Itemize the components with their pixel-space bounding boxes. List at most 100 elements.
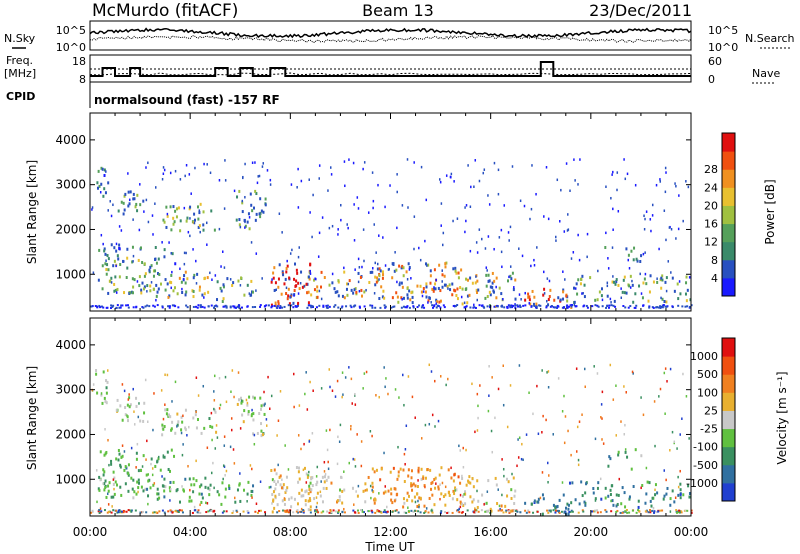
range-gate-cell	[127, 472, 130, 476]
range-gate-cell	[438, 178, 441, 181]
range-gate-cell	[656, 280, 659, 284]
range-gate-cell	[620, 502, 623, 506]
range-gate-cell	[513, 502, 516, 506]
range-gate-cell	[185, 219, 188, 223]
range-gate-cell	[248, 227, 251, 231]
range-gate-cell	[141, 281, 144, 285]
range-gate-cell	[420, 437, 423, 440]
range-gate-cell	[437, 419, 440, 423]
range-gate-cell	[564, 415, 567, 418]
range-gate-cell	[165, 205, 168, 209]
colorbar-tick-0-4: 20	[704, 199, 718, 212]
range-gate-cell	[518, 247, 520, 250]
noise-left-tick-top: 10^5	[56, 24, 86, 37]
range-gate-cell	[106, 380, 109, 384]
range-gate-cell	[640, 486, 642, 490]
range-gate-cell	[329, 428, 331, 432]
range-gate-cell	[119, 465, 122, 469]
date-title: 23/Dec/2011	[589, 1, 692, 20]
range-gate-cell	[401, 285, 404, 289]
range-gate-cell	[297, 167, 299, 171]
range-gate-cell	[164, 485, 167, 489]
range-gate-cell	[140, 511, 143, 514]
range-gate-cell	[456, 498, 459, 502]
range-gate-cell	[435, 482, 437, 485]
range-gate-cell	[104, 428, 106, 431]
range-gate-cell	[642, 281, 645, 285]
range-gate-cell	[127, 172, 129, 175]
range-gate-cell	[464, 502, 467, 506]
range-gate-cell	[100, 233, 103, 237]
range-gate-cell	[428, 296, 431, 300]
range-gate-cell	[511, 472, 513, 476]
range-gate-cell	[456, 297, 459, 301]
range-gate-cell	[397, 445, 399, 449]
range-gate-cell	[349, 304, 352, 307]
range-gate-cell	[401, 204, 404, 207]
range-gate-cell	[461, 302, 464, 306]
range-gate-cell	[514, 297, 517, 301]
range-gate-cell	[272, 276, 275, 280]
range-gate-cell	[661, 509, 664, 512]
range-gate-cell	[244, 195, 246, 199]
range-gate-cell	[320, 480, 322, 483]
range-gate-cell	[95, 372, 98, 376]
range-gate-cell	[114, 480, 117, 484]
range-gate-cell	[527, 509, 530, 512]
range-gate-cell	[154, 464, 157, 468]
range-gate-cell	[326, 448, 329, 452]
range-gate-cell	[98, 475, 101, 479]
range-gate-cell	[136, 193, 139, 197]
range-gate-cell	[239, 499, 242, 503]
range-gate-cell	[97, 278, 100, 282]
range-gate-cell	[102, 482, 104, 485]
range-gate-cell	[152, 304, 155, 307]
range-gate-cell	[676, 282, 679, 286]
range-gate-cell	[104, 399, 107, 403]
range-gate-cell	[622, 278, 625, 282]
range-gate-cell	[243, 293, 246, 297]
range-gate-cell	[434, 282, 437, 286]
range-gate-cell	[468, 475, 471, 479]
range-gate-cell	[296, 502, 299, 506]
range-gate-cell	[116, 398, 119, 402]
range-gate-cell	[493, 161, 496, 165]
range-gate-cell	[182, 489, 185, 493]
range-gate-cell	[361, 265, 363, 269]
range-gate-cell	[152, 274, 155, 278]
range-gate-cell	[351, 486, 354, 490]
range-gate-cell	[309, 509, 312, 512]
range-gate-cell	[354, 403, 357, 406]
range-gate-cell	[96, 391, 99, 395]
range-gate-cell	[377, 183, 379, 187]
range-gate-cell	[159, 468, 162, 472]
range-gate-cell	[338, 495, 341, 499]
range-gate-cell	[205, 221, 208, 225]
range-gate-cell	[296, 271, 299, 275]
range-gate-cell	[396, 477, 399, 481]
range-gate-cell	[116, 287, 119, 291]
range-gate-cell	[559, 220, 561, 223]
range-gate-cell	[358, 306, 361, 309]
range-gate-cell	[126, 247, 129, 251]
range-gate-cell	[98, 248, 101, 252]
range-gate-cell	[348, 279, 351, 283]
range-gate-cell	[660, 286, 663, 290]
range-gate-cell	[419, 511, 422, 514]
range-gate-cell	[506, 305, 509, 308]
range-gate-cell	[214, 447, 217, 450]
range-gate-cell	[310, 488, 313, 492]
range-gate-cell	[516, 510, 519, 513]
range-gate-cell	[656, 277, 658, 280]
range-gate-cell	[653, 400, 656, 403]
range-gate-cell	[397, 511, 400, 514]
range-gate-cell	[412, 482, 415, 486]
range-gate-cell	[179, 267, 181, 271]
range-gate-cell	[122, 212, 125, 216]
range-gate-cell	[157, 257, 160, 261]
range-gate-cell	[498, 286, 501, 290]
range-gate-cell	[300, 488, 303, 492]
range-gate-cell	[216, 298, 219, 302]
range-gate-cell	[509, 509, 512, 513]
range-gate-cell	[453, 492, 456, 496]
